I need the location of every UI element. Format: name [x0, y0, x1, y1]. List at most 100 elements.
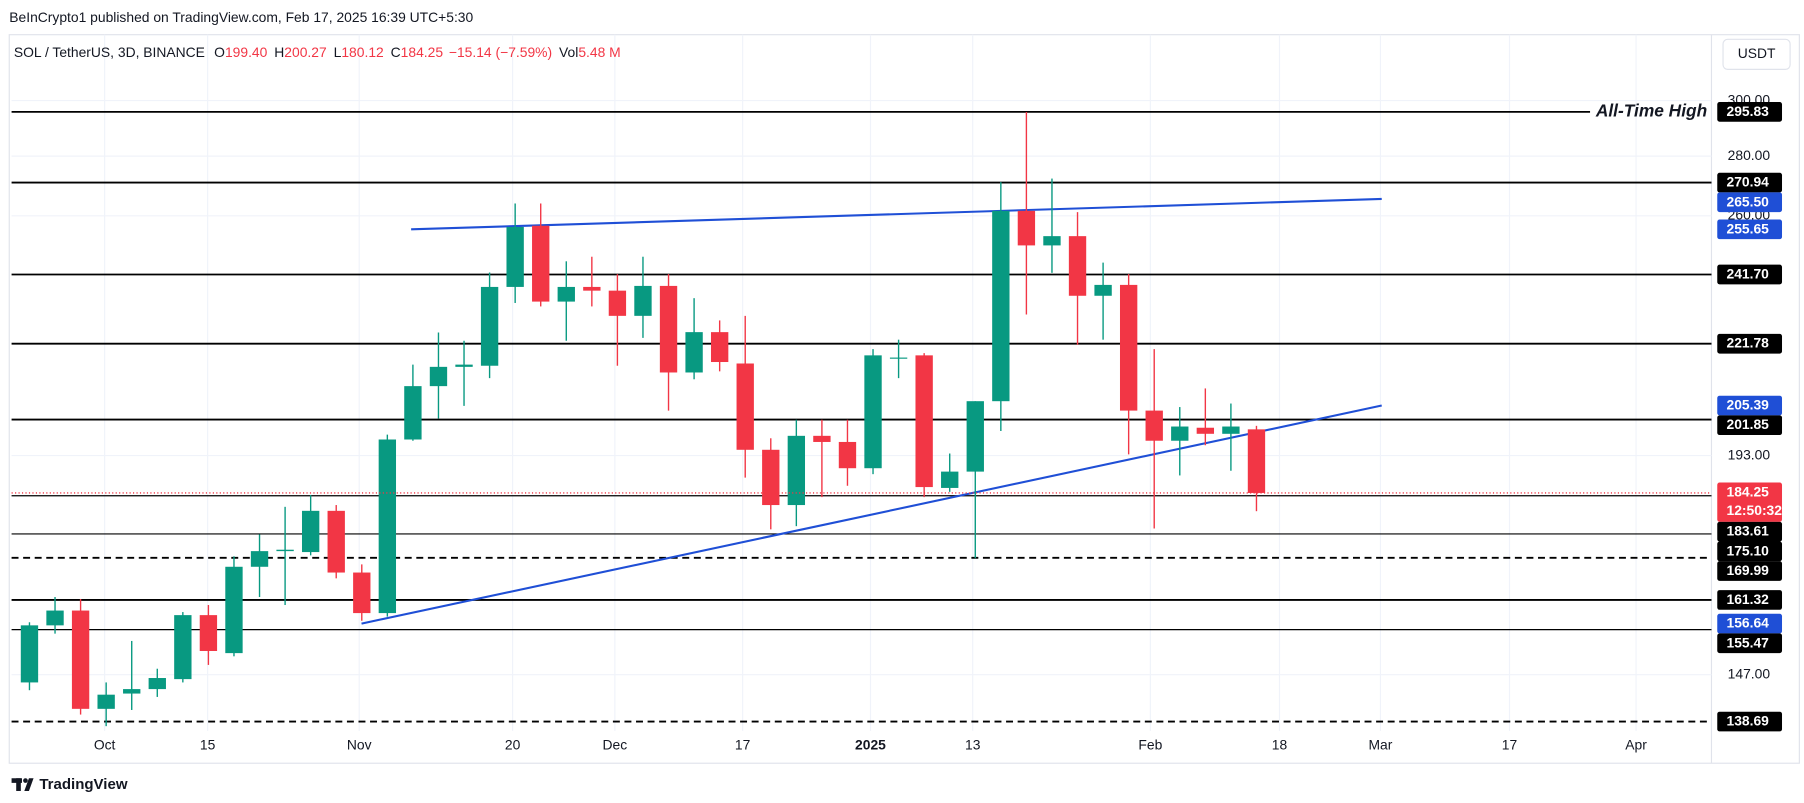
x-tick-label: Feb — [1138, 737, 1162, 753]
candle-body — [762, 449, 780, 506]
candle-body — [889, 357, 908, 359]
legend: SOL / TetherUS, 3D, BINANCE O199.40 H200.2… — [14, 44, 621, 60]
candle-body — [915, 355, 933, 488]
price-label-box — [1717, 102, 1783, 122]
candle-body — [250, 551, 269, 567]
y-tick-label: 193.00 — [1728, 446, 1771, 462]
price-label-box — [1717, 395, 1783, 416]
logo-part — [24, 778, 34, 791]
price-label: 241.70 — [1727, 266, 1770, 282]
legend-item: SOL / TetherUS, 3D, BINANCE — [14, 44, 205, 60]
candle-body — [608, 290, 627, 316]
currency-button[interactable] — [1722, 38, 1791, 70]
candle-body — [736, 363, 754, 450]
candle-body — [1145, 410, 1163, 441]
x-tick-label: Nov — [347, 737, 372, 753]
x-tick-label: Mar — [1369, 737, 1393, 753]
candle-body — [378, 439, 397, 614]
price-label-box — [1717, 633, 1783, 654]
candle-body — [455, 364, 473, 367]
y-tick-label: 147.00 — [1728, 665, 1771, 681]
x-tick-label: 17 — [1502, 737, 1518, 753]
price-label: 169.99 — [1727, 562, 1770, 578]
price-label: 155.47 — [1727, 634, 1770, 650]
candle-body — [1247, 429, 1266, 493]
x-tick-label: Oct — [94, 737, 116, 753]
candle-body — [1068, 236, 1087, 296]
legend-item: Vol — [559, 44, 578, 60]
candle-body — [404, 386, 422, 440]
legend-item: 184.25 — [401, 44, 444, 60]
candle-body — [583, 286, 601, 291]
x-tick-label: 18 — [1272, 737, 1288, 753]
level-annotation: All-Time High — [1595, 100, 1707, 120]
published-note: BeInCrypto1 published on TradingView.com… — [9, 9, 473, 25]
candle-body — [174, 615, 192, 680]
price-label: 183.61 — [1727, 523, 1770, 539]
price-label: 205.39 — [1727, 397, 1770, 413]
candle-body — [46, 610, 64, 626]
candle-body — [864, 355, 882, 469]
candle-body — [941, 471, 959, 488]
price-label-box — [1717, 192, 1783, 213]
candle-body — [148, 678, 166, 690]
candle-body — [429, 366, 448, 387]
candle-body — [634, 285, 652, 316]
price-label: 138.69 — [1727, 713, 1770, 729]
plot: All-Time High — [11, 100, 1712, 727]
price-label-box — [1717, 613, 1783, 634]
candle-body — [301, 510, 320, 553]
x-tick-label: Dec — [603, 737, 628, 753]
price-label-box — [1717, 521, 1783, 542]
candle-body — [327, 510, 345, 573]
price-label-box — [1717, 264, 1783, 285]
price-label-box — [1717, 482, 1783, 522]
candle-body — [787, 435, 806, 506]
x-tick-label: Apr — [1625, 737, 1647, 753]
price-label: 255.65 — [1727, 220, 1770, 236]
candle-body — [813, 435, 831, 442]
legend-item: −15.14 (−7.59%) — [449, 44, 552, 60]
x-tick-label: 17 — [735, 737, 751, 753]
currency[interactable]: USDT — [1738, 45, 1776, 61]
candle-body — [1171, 426, 1189, 441]
legend-item: 200.27 — [284, 44, 327, 60]
logo-part — [16, 778, 21, 791]
candle-body — [276, 549, 294, 552]
price-label-box — [1717, 590, 1783, 610]
candle-body — [1094, 284, 1112, 296]
candle-body — [480, 286, 499, 366]
price-label: 201.85 — [1727, 416, 1770, 432]
candle-body — [97, 694, 115, 709]
candle-body — [199, 615, 218, 651]
legend-item: C — [391, 44, 401, 60]
price-label: 265.50 — [1727, 193, 1770, 209]
candle-body — [225, 566, 243, 654]
candle-body — [20, 625, 39, 683]
price-label-box — [1717, 172, 1783, 193]
price-label: 221.78 — [1727, 335, 1770, 351]
candle-body — [710, 332, 729, 363]
y-tick-label: 280.00 — [1728, 147, 1771, 163]
brand: TradingView — [39, 776, 127, 793]
legend-item: H — [274, 44, 284, 60]
legend-item: L — [334, 44, 342, 60]
candle-body — [123, 689, 141, 694]
price-axis: Oct 15 Nov 20 Dec 17 2025 13 Feb 18 Mar 17 Apr300.00… — [94, 91, 1782, 752]
price-label-box — [1717, 333, 1783, 354]
trendline — [411, 197, 1382, 231]
candle-body — [1043, 236, 1061, 246]
candle-body — [353, 572, 371, 614]
brand-logo — [11, 778, 34, 791]
price-label-box — [1717, 561, 1783, 581]
candle-body — [1119, 284, 1138, 411]
price-label: 161.32 — [1727, 591, 1770, 607]
price-label-box — [1717, 541, 1783, 562]
x-tick-label: 15 — [200, 737, 216, 753]
grid — [11, 34, 1712, 731]
price-label-box — [1717, 415, 1783, 436]
price-label-box — [1717, 219, 1783, 240]
candle-body — [838, 441, 857, 469]
